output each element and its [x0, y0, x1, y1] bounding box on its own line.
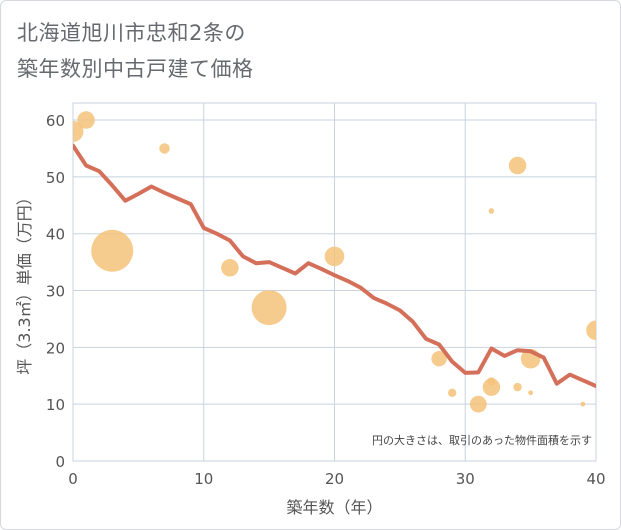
x-tick-label: 20: [325, 470, 344, 488]
x-tick-label: 0: [68, 470, 78, 488]
bubble-series: [73, 111, 596, 413]
data-bubble: [251, 290, 287, 326]
data-bubble: [513, 382, 522, 392]
data-bubble: [431, 351, 447, 367]
grid-lines: [72, 103, 597, 462]
average-price-line: [73, 143, 596, 388]
bubble-size-note: 円の大きさは、取引のあった物件面積を示す: [372, 433, 592, 447]
x-tick-label: 40: [586, 470, 605, 488]
y-tick-label: 50: [46, 169, 65, 187]
x-tick-label: 30: [456, 470, 475, 488]
x-tick-label: 10: [194, 470, 213, 488]
data-bubble: [528, 390, 534, 396]
x-axis-ticks: 0 10 20 30 40: [68, 470, 605, 488]
y-tick-label: 10: [46, 396, 65, 414]
data-bubble: [159, 143, 170, 154]
chart-title: 北海道旭川市忠和2条の 築年数別中古戸建て価格: [17, 15, 577, 87]
x-axis-label: 築年数（年）: [286, 498, 382, 517]
y-axis-ticks: 0 10 20 30 40 50 60: [46, 112, 65, 471]
data-bubble: [580, 401, 586, 407]
data-bubble: [324, 246, 345, 267]
data-bubble: [482, 378, 501, 396]
data-bubble: [469, 395, 487, 413]
y-tick-label: 0: [55, 453, 65, 471]
y-tick-label: 40: [46, 226, 65, 244]
data-bubble: [91, 229, 134, 272]
data-bubble: [586, 320, 596, 341]
y-axis-label: 坪（3.3㎡）単価（万円）: [15, 189, 34, 374]
title-line-2: 築年数別中古戸建て価格: [17, 57, 254, 81]
data-bubble: [221, 259, 239, 277]
data-bubble: [447, 388, 457, 398]
y-tick-label: 20: [46, 339, 65, 357]
data-bubble: [488, 208, 495, 214]
data-bubble: [77, 111, 95, 129]
data-bubble: [508, 156, 527, 175]
y-tick-label: 30: [46, 283, 65, 301]
y-tick-label: 60: [46, 112, 65, 130]
title-line-1: 北海道旭川市忠和2条の: [17, 21, 246, 45]
